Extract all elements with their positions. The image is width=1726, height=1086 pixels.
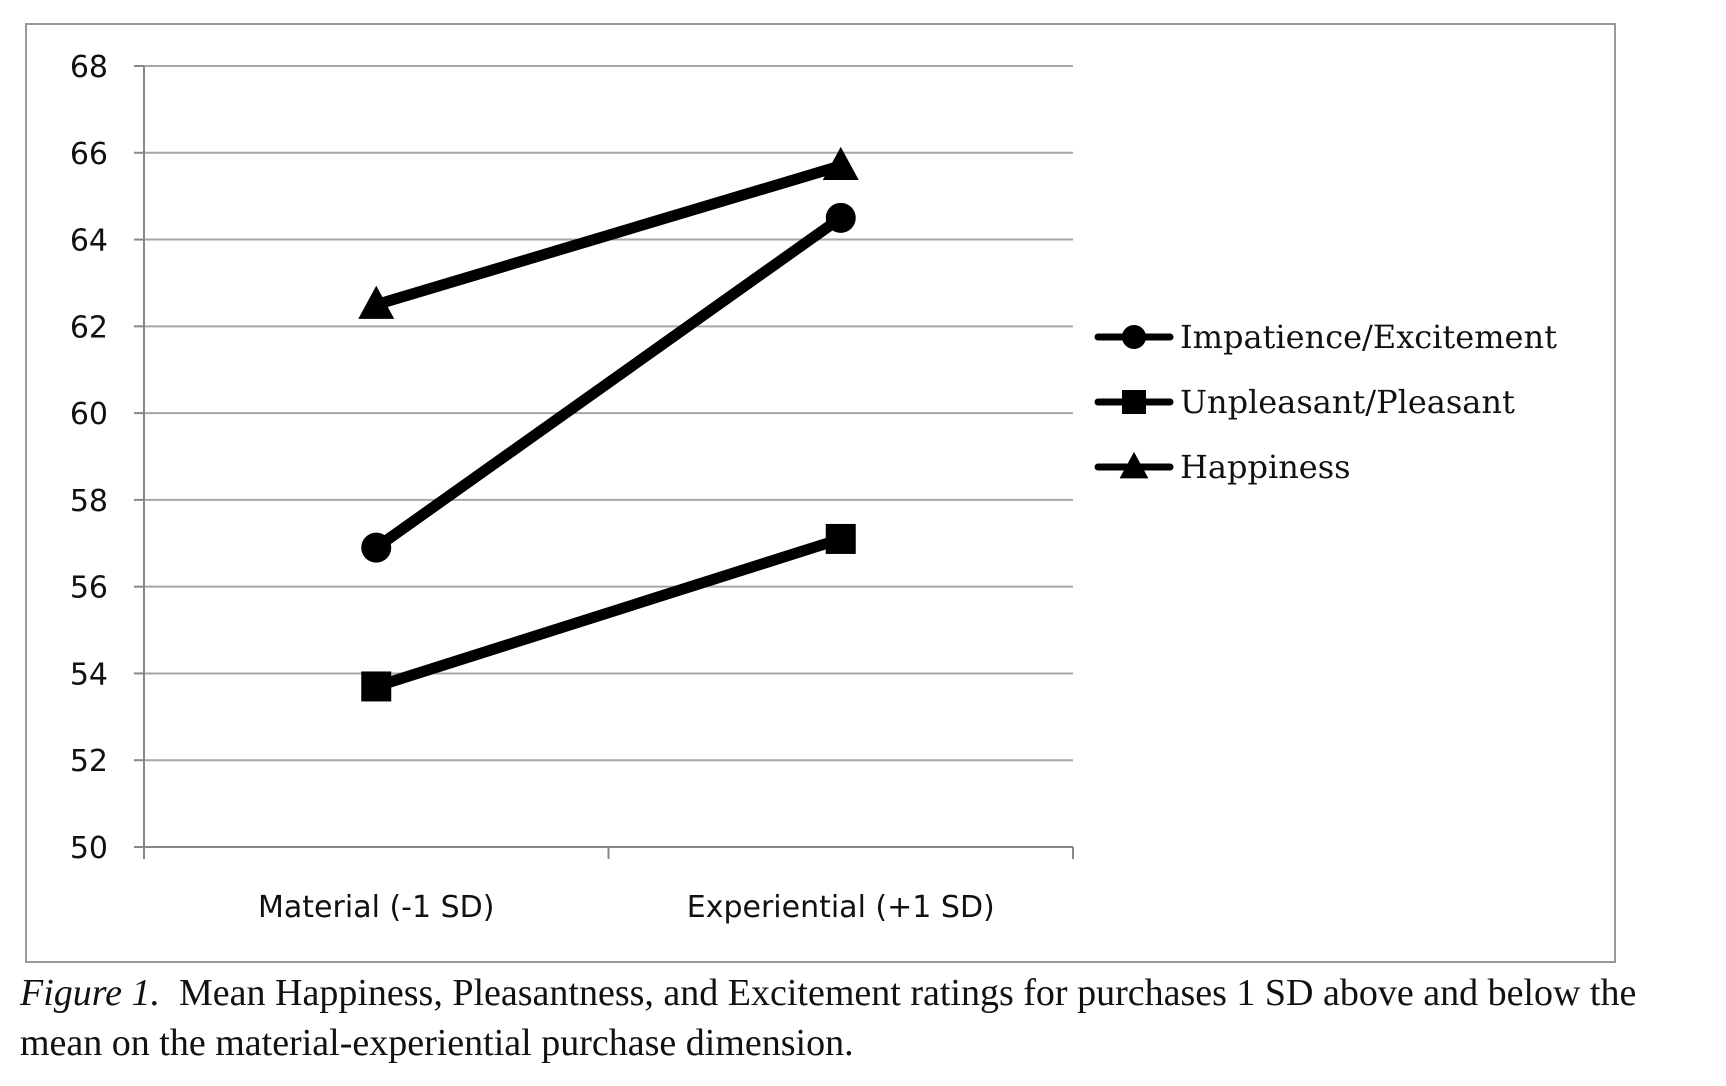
legend-entry: Unpleasant/Pleasant (1094, 383, 1515, 421)
legend-label: Impatience/Excitement (1180, 318, 1557, 356)
data-point-square (825, 523, 856, 554)
series-line (370, 212, 847, 554)
y-tick-label: 60 (70, 397, 108, 432)
x-category-label: Experiential (+1 SD) (687, 890, 995, 925)
data-point-circle (825, 202, 856, 233)
y-tick-label: 64 (70, 224, 108, 259)
data-series (358, 146, 859, 702)
data-point-triangle (358, 285, 395, 319)
figure-caption: Figure 1. Mean Happiness, Pleasantness, … (20, 968, 1720, 1068)
y-tick-label: 62 (70, 310, 108, 345)
legend-label: Happiness (1180, 448, 1351, 486)
caption-figure-label: Figure 1. (20, 972, 161, 1014)
caption-text: Mean Happiness, Pleasantness, and Excite… (20, 972, 1637, 1064)
legend-entry: Impatience/Excitement (1094, 318, 1557, 356)
y-tick-label: 52 (70, 744, 108, 779)
data-point-circle (361, 532, 392, 563)
data-point-square (361, 671, 392, 702)
legend-label: Unpleasant/Pleasant (1180, 383, 1515, 421)
x-category-label: Material (-1 SD) (258, 890, 494, 925)
series-line (370, 533, 847, 692)
y-tick-label: 66 (70, 137, 108, 172)
series-line (370, 160, 847, 311)
axes: 50 52 54 56 58 60 62 64 66 68 Material (-1 SD) Expe… (70, 50, 1074, 925)
y-tick-label: 56 (70, 571, 108, 606)
legend-marker-square (1122, 390, 1146, 414)
data-point-triangle (822, 146, 859, 180)
gridlines (144, 65, 1073, 762)
series-triangle (358, 146, 859, 319)
chart-frame (25, 23, 1616, 963)
y-tick-label: 50 (70, 831, 108, 866)
legend-marker-circle (1122, 325, 1146, 349)
y-tick-label: 68 (70, 50, 108, 85)
y-tick-label: 58 (70, 484, 108, 519)
legend-marker-triangle (1119, 451, 1149, 479)
legend: Impatience/Excitement Unpleasant/Pleasant… (1094, 318, 1557, 486)
series-square (361, 523, 856, 702)
y-tick-label: 54 (70, 657, 108, 692)
caption-label-text: Figure 1 (20, 972, 151, 1014)
series-circle (361, 202, 856, 563)
legend-entry: Happiness (1094, 448, 1351, 486)
